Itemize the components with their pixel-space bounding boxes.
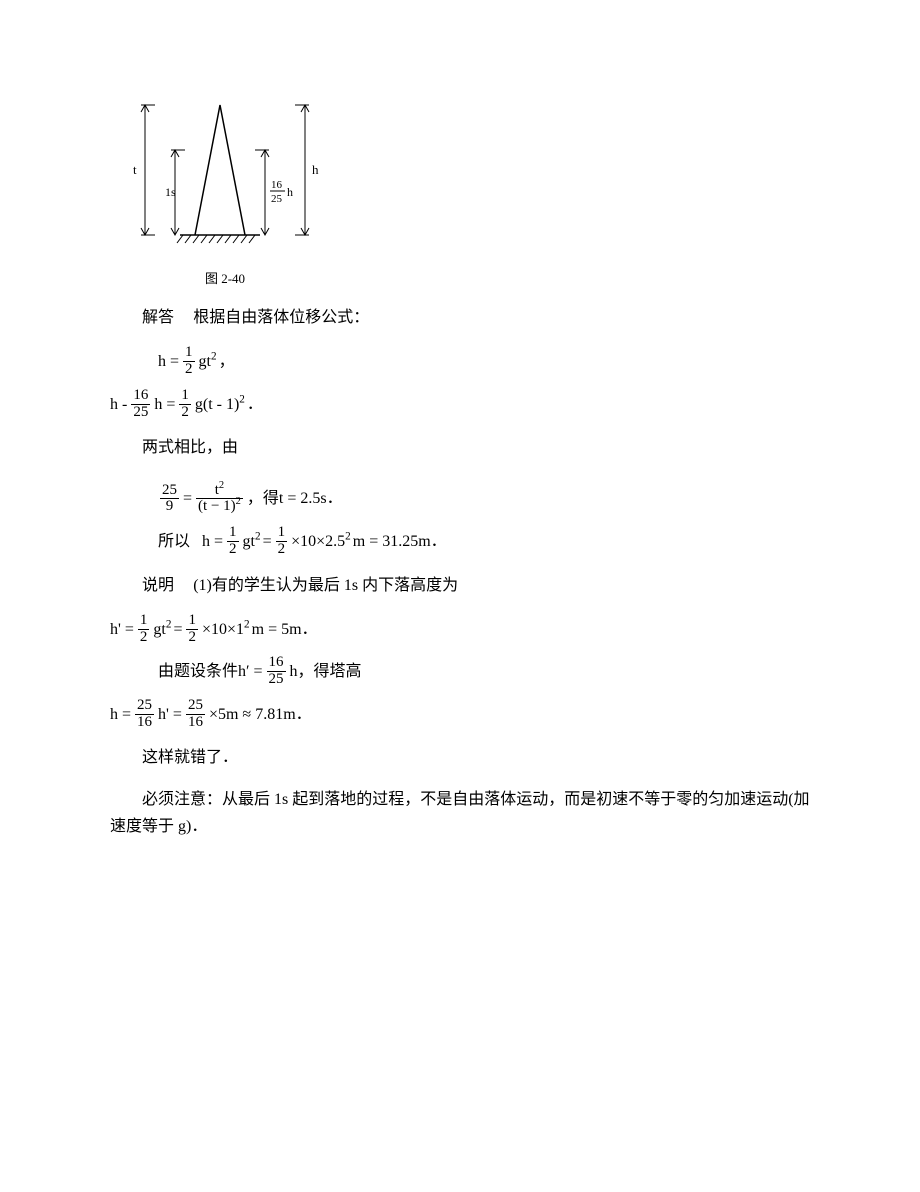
figure-svg: t 1s 16 25 h h (125, 90, 325, 255)
eq3-lfrac: 259 (160, 483, 179, 516)
eq2-frac1: 1625 (131, 388, 150, 421)
eq8-c: ×5m ≈ 7.81m． (209, 701, 312, 728)
para-note-intro: 说明 (1)有的学生认为最后 1s 内下落高度为 (110, 572, 810, 599)
svg-text:16: 16 (271, 179, 283, 191)
svg-text:h: h (287, 185, 293, 199)
eq6-b: gt2 (153, 616, 171, 643)
p7-a: 由题设条件h′ = (158, 658, 263, 685)
eq2-tail: ． (247, 391, 263, 418)
svg-text:25: 25 (271, 193, 283, 205)
label-so: 所以 (158, 528, 190, 555)
fig-label-t: t (133, 162, 137, 177)
eq3-eq: = (183, 485, 192, 512)
equation-2: h - 1625 h = 12 g(t - 1)2． (110, 388, 810, 421)
text-solution-intro: 根据自由落体位移公式： (193, 309, 369, 326)
equation-5: 所以 h = 12 gt2 = 12 ×10×2.52 m = 31.25m． (158, 525, 810, 558)
eq5-c: = (263, 528, 272, 555)
equation-3: 259 = t2 (t − 1)2 ，得t = 2.5s． (158, 476, 810, 516)
eq3-rfrac: t2 (t − 1)2 (196, 483, 243, 516)
figure-caption: 图 2-40 (125, 268, 325, 290)
eq6-c: = (173, 616, 182, 643)
figure-2-40: t 1s 16 25 h h 图 (125, 90, 810, 290)
eq5-a: h = (202, 528, 223, 555)
equation-6: h' = 12 gt2 = 12 ×10×12 m = 5m． (110, 613, 810, 646)
eq2-c: g(t - 1)2 (195, 391, 245, 418)
label-solution: 解答 (142, 309, 174, 326)
eq8-b: h' = (158, 701, 182, 728)
eq5-frac1: 12 (227, 525, 239, 558)
fig-label-16-25-h: 16 25 h (270, 179, 293, 205)
eq2-b: h = (154, 391, 175, 418)
equation-8: h = 2516 h' = 2516 ×5m ≈ 7.81m． (110, 698, 810, 731)
eq8-frac2: 2516 (186, 698, 205, 731)
p7-b: h，得塔高 (290, 658, 362, 685)
para-compare: 两式相比，由 (110, 434, 810, 461)
eq3-tail: ，得t = 2.5s． (247, 485, 343, 512)
label-note: 说明 (142, 577, 174, 594)
eq2-frac2: 12 (179, 388, 191, 421)
eq5-frac2: 12 (276, 525, 288, 558)
eq5-d: ×10×2.52 (291, 528, 351, 555)
p7-frac: 1625 (267, 655, 286, 688)
para-solution-intro: 解答 根据自由落体位移公式： (110, 304, 810, 331)
para-must-note: 必须注意：从最后 1s 起到落地的过程，不是自由落体运动，而是初速不等于零的匀加… (110, 786, 810, 840)
equation-1: h = 12 gt2， (158, 345, 810, 378)
para-wrong: 这样就错了． (110, 744, 810, 771)
eq8-frac1: 2516 (135, 698, 154, 731)
eq8-a: h = (110, 701, 131, 728)
eq5-b: gt2 (243, 528, 261, 555)
eq2-a: h - (110, 391, 127, 418)
text-note-intro: (1)有的学生认为最后 1s 内下落高度为 (193, 577, 458, 594)
eq1-tail: ， (219, 348, 235, 375)
eq6-d: ×10×12 (202, 616, 250, 643)
eq6-e: m = 5m． (252, 616, 318, 643)
para-given: 由题设条件h′ = 1625 h，得塔高 (158, 655, 810, 688)
eq5-e: m = 31.25m． (353, 528, 447, 555)
eq1-frac: 12 (183, 345, 195, 378)
fig-label-h: h (312, 162, 319, 177)
eq6-a: h' = (110, 616, 134, 643)
eq6-frac2: 12 (186, 613, 198, 646)
eq6-frac1: 12 (138, 613, 150, 646)
eq1-lhs: h = (158, 348, 179, 375)
fig-label-1s: 1s (165, 185, 176, 199)
eq1-rhs: gt2 (199, 348, 217, 375)
